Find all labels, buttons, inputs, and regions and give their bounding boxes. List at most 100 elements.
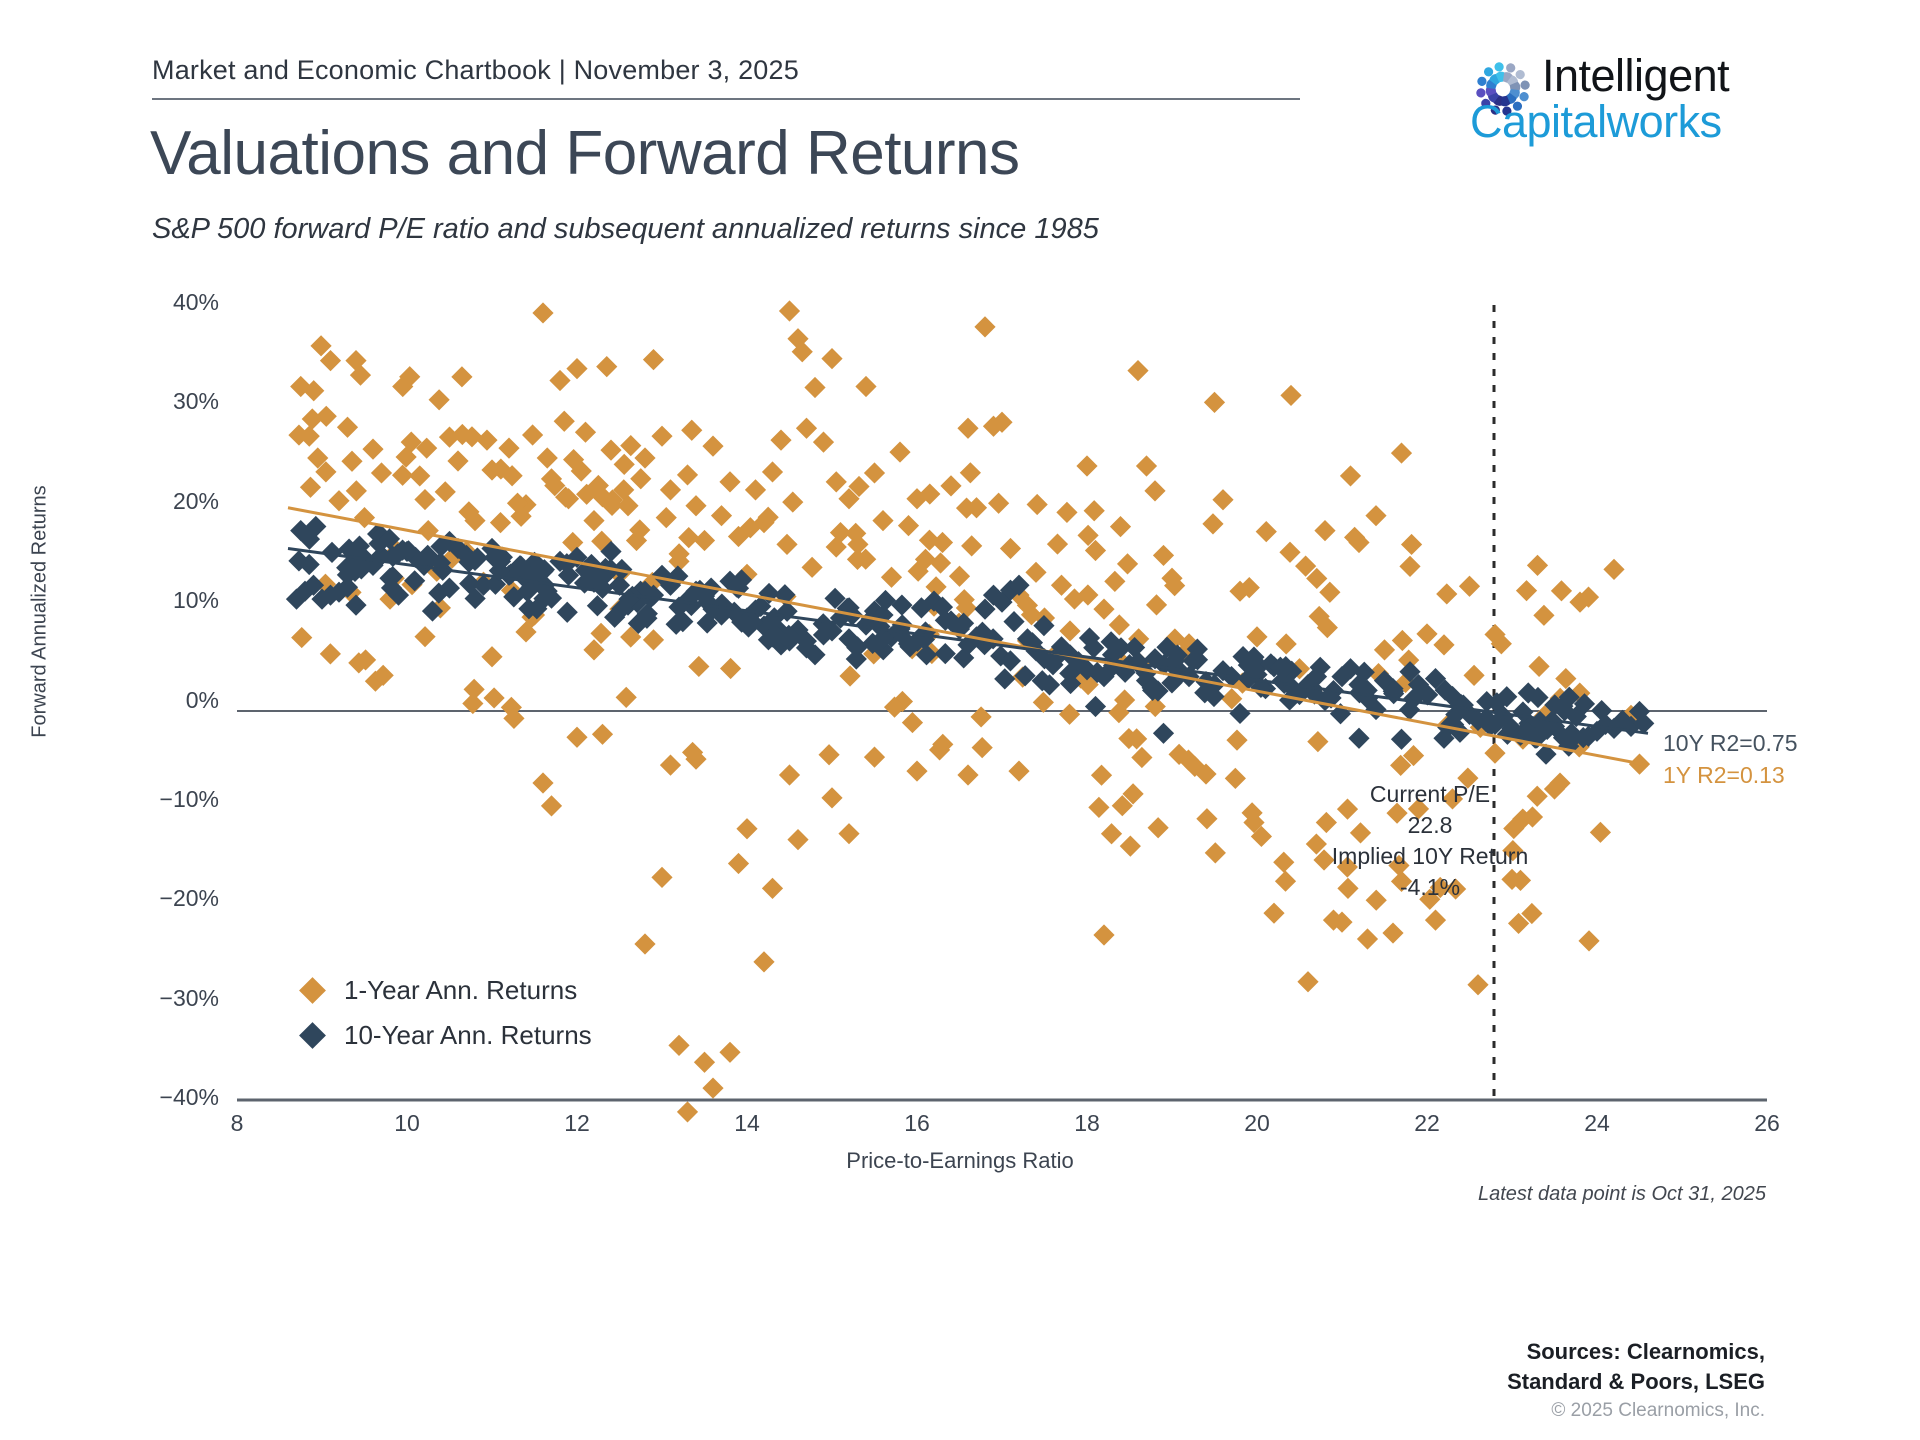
legend-item-10-year[interactable]: 10-Year Ann. Returns [299,1013,592,1058]
scatter-point [387,584,410,606]
scatter-point [778,764,801,786]
scatter-point [700,577,722,599]
scatter-point [1322,679,1345,702]
scatter-point [1390,728,1413,750]
scatter-point [770,429,792,451]
scatter-point [463,678,485,700]
scatter-point [466,547,488,569]
scatter-point [520,576,542,598]
scatter-point [863,643,885,665]
scatter-point [299,476,322,498]
scatter-point [594,564,616,586]
scatter-point [855,548,877,570]
scatter-point [1090,764,1113,786]
scatter-point [298,425,320,447]
scatter-point [1273,672,1295,695]
scatter-point [1565,705,1587,728]
scatter-point [600,439,622,461]
scatter-point [931,531,954,554]
scatter-point [970,706,992,728]
scatter-point [341,450,363,472]
scatter-point [1161,654,1183,676]
scatter-point [625,529,648,552]
scatter-point [1518,712,1540,734]
scatter-point [1549,772,1571,794]
scatter-point [620,626,642,648]
scatter-point [1153,654,1175,676]
scatter-point [434,481,456,503]
scatter-point [483,547,506,569]
scatter-point [481,459,503,481]
scatter-point [736,563,758,585]
scatter-point [370,525,393,547]
scatter-point [1577,586,1600,608]
scatter-point [1306,567,1328,590]
scatter-point [1100,631,1122,653]
scatter-point [298,528,321,550]
scatter-point [549,550,571,572]
scatter-point [290,519,312,542]
scatter-point [846,636,869,658]
scatter-point [1109,515,1132,538]
scatter-point [379,567,401,589]
scatter-point [948,565,971,587]
scatter-point [540,795,563,817]
scatter-point [472,574,495,596]
scatter-point [1553,700,1576,722]
scatter-point [1486,692,1508,714]
scatter-point [787,829,809,851]
scatter-point [711,593,733,615]
scatter-point [846,636,868,659]
scatter-point [1436,583,1458,605]
series-10-year-points [285,515,1655,765]
scatter-point [1633,712,1655,734]
legend-item-1-year[interactable]: 1-Year Ann. Returns [299,968,592,1013]
scatter-point [1577,725,1600,747]
scatter-point [1031,670,1053,692]
scatter-point [1280,675,1302,698]
scatter-point [1263,656,1285,678]
scatter-point [1110,637,1132,659]
scatter-point [1620,704,1642,727]
scatter-point [1250,676,1272,699]
scatter-point [863,462,886,484]
scatter-point [515,494,537,516]
scatter-point [1067,651,1090,673]
scatter-point [553,410,575,432]
scatter-point [370,544,393,567]
scatter-point [1118,727,1140,750]
scatter-point [291,626,313,649]
scatter-point [965,626,988,648]
scatter-point [1144,480,1166,502]
scatter-point [590,622,612,644]
scatter-point [863,746,886,768]
scatter-point [1012,666,1034,688]
scatter-point [872,510,894,532]
sources-note: Sources: Clearnomics, Standard & Poors, … [1507,1337,1765,1397]
scatter-point [1279,541,1301,563]
scatter-point [417,519,439,542]
scatter-point [1297,971,1319,993]
scatter-point [915,644,938,666]
scatter-point [506,492,529,514]
scatter-point [285,588,308,610]
scatter-point [1224,767,1246,790]
scatter-point [1084,539,1107,562]
scatter-point [498,564,520,586]
scatter-point [611,598,633,620]
scatter-point [860,608,882,630]
scatter-point [364,670,387,692]
scatter-point [570,460,592,482]
scatter-point [510,555,532,577]
scatter-point [696,612,718,634]
scatter-point [880,626,903,648]
scatter-point [1164,628,1186,650]
scatter-point [630,468,652,490]
scatter-point [1558,735,1580,757]
scatter-point [1544,694,1566,716]
scatter-point [957,417,979,439]
annotation-current-pe-label: Current P/E [1369,781,1491,807]
scatter-point [824,587,846,609]
scatter-point [829,607,852,629]
scatter-point [651,564,673,586]
